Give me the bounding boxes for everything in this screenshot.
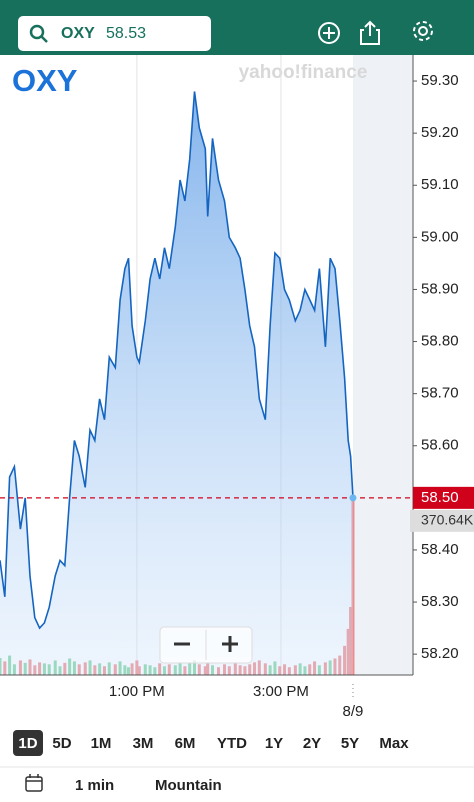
share-icon[interactable]: [360, 20, 380, 45]
y-tick-label: 58.80: [421, 333, 459, 350]
range-button[interactable]: 5D: [52, 735, 71, 752]
y-tick-label: 58.20: [421, 645, 459, 662]
range-button[interactable]: 1Y: [265, 735, 283, 752]
after-hours-zone: [352, 55, 413, 675]
range-button[interactable]: 1M: [91, 735, 112, 752]
x-tick-label: 1:00 PM: [109, 683, 165, 700]
zoom-in[interactable]: [222, 636, 238, 652]
range-button[interactable]: Max: [379, 735, 409, 752]
y-tick-label: 58.70: [421, 385, 459, 402]
settings-icon[interactable]: [413, 21, 433, 41]
chart-title: OXY: [12, 63, 78, 98]
y-tick-label: 59.00: [421, 228, 459, 245]
range-button[interactable]: 2Y: [303, 735, 321, 752]
x-tick-label: 3:00 PM: [253, 683, 309, 700]
y-tick-label: 59.10: [421, 176, 459, 193]
current-price-box: [413, 486, 474, 509]
range-button[interactable]: 5Y: [341, 735, 359, 752]
y-tick-label: 58.40: [421, 541, 459, 558]
plot: yahoo!finance 1:00 PM 3:00 PM 8/9 OXY 59.30 59…: [0, 55, 474, 720]
date-label: 8/9: [343, 703, 364, 720]
range-button[interactable]: 6M: [175, 735, 196, 752]
y-tick-label: 59.30: [421, 72, 459, 89]
last-point: [349, 494, 357, 502]
search-icon: [29, 24, 48, 43]
watermark: yahoo!finance: [239, 62, 368, 83]
add-icon[interactable]: [318, 22, 340, 44]
price-area: [0, 91, 353, 675]
chart-style[interactable]: Mountain: [155, 777, 222, 794]
interval[interactable]: 1 min: [75, 777, 114, 794]
range-button[interactable]: 3M: [133, 735, 154, 752]
current-price-label: 58.50: [421, 489, 459, 506]
search-price: 58.53: [106, 25, 146, 42]
y-tick-label: 58.60: [421, 437, 459, 454]
price-line: [0, 91, 354, 630]
selected-range-bg: [13, 730, 43, 756]
current-volume-box: [410, 509, 474, 532]
range-button[interactable]: 1D: [18, 735, 37, 752]
y-tick-label: 58.90: [421, 280, 459, 297]
current-volume-label: 370.64K: [421, 512, 474, 528]
y-tick-label: 58.30: [421, 593, 459, 610]
y-tick-label: 59.20: [421, 124, 459, 141]
search-symbol: OXY: [61, 25, 95, 42]
search-box[interactable]: [18, 16, 211, 51]
range-button[interactable]: YTD: [217, 735, 247, 752]
calendar-icon[interactable]: [25, 774, 43, 792]
